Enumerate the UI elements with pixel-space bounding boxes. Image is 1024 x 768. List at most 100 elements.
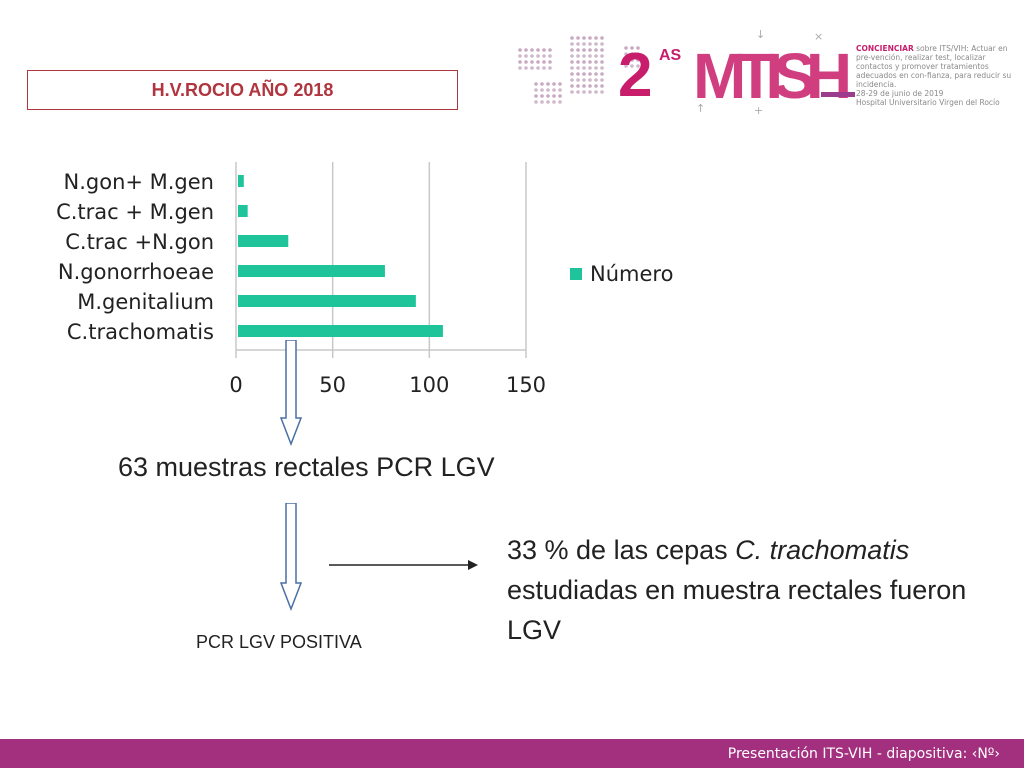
logo-dot	[588, 48, 592, 52]
logo-dot	[518, 54, 522, 58]
logo-dot	[624, 58, 628, 62]
logo-dot	[576, 78, 580, 82]
x-tick-label: 0	[229, 373, 242, 397]
logo-dot	[576, 90, 580, 94]
logo-dot	[558, 94, 562, 98]
result-text: 33 % de las cepas C. trachomatis estudia…	[507, 530, 977, 650]
logo-dot	[534, 82, 538, 86]
logo-dot	[524, 66, 528, 70]
logo-dot	[636, 52, 640, 56]
logo-dot	[524, 60, 528, 64]
logo-dot	[570, 54, 574, 58]
logo-dot	[542, 48, 546, 52]
logo-dot	[588, 72, 592, 76]
logo-dot	[576, 48, 580, 52]
logo-underscore	[821, 92, 855, 97]
logo-dot	[552, 88, 556, 92]
logo-dot	[570, 72, 574, 76]
logo-dot	[594, 48, 598, 52]
logo-dot	[570, 66, 574, 70]
logo-dot	[600, 36, 604, 40]
bar	[238, 265, 385, 277]
logo-dot	[588, 90, 592, 94]
logo-dot	[548, 60, 552, 64]
logo-brand: MTISH	[693, 40, 848, 112]
logo-dot	[518, 48, 522, 52]
logo-dot	[536, 60, 540, 64]
logo-dot	[582, 48, 586, 52]
logo-dot	[636, 46, 640, 50]
logo-dot	[624, 64, 628, 68]
logo-dot	[546, 94, 550, 98]
logo-dot	[534, 94, 538, 98]
footer-text: Presentación ITS-VIH - diapositiva: ‹Nº›	[727, 745, 1000, 762]
logo-dot	[600, 66, 604, 70]
logo-dot	[552, 82, 556, 86]
logo-dot	[534, 88, 538, 92]
logo-dot	[570, 36, 574, 40]
logo-dot	[588, 84, 592, 88]
logo-dot	[594, 42, 598, 46]
logo-dot	[594, 54, 598, 58]
logo-dot	[576, 66, 580, 70]
logo-dot	[624, 46, 628, 50]
logo-dot	[548, 54, 552, 58]
slide-title: H.V.ROCIO AÑO 2018	[151, 79, 334, 100]
logo-dot	[630, 46, 634, 50]
logo-dot	[594, 66, 598, 70]
logo-edition-number: 2	[618, 41, 652, 110]
logo-dot	[576, 84, 580, 88]
y-category-label: C.trachomatis	[67, 320, 214, 344]
result-text-species: C. trachomatis	[735, 535, 910, 565]
logo-dot	[536, 48, 540, 52]
bar	[238, 325, 443, 337]
logo-dot	[540, 100, 544, 104]
logo-dates: 28-29 de junio de 2019	[856, 89, 944, 98]
y-category-label: C.trac + M.gen	[56, 200, 214, 224]
arrow-down-icon: ↓	[756, 28, 765, 41]
logo-dot	[540, 82, 544, 86]
y-category-label: N.gonorrhoeae	[58, 260, 214, 284]
logo-dot	[570, 84, 574, 88]
logo-dot	[548, 66, 552, 70]
logo-venue: Hospital Universitario Virgen del Rocío	[856, 98, 1000, 107]
logo-dot	[582, 42, 586, 46]
logo-dot	[558, 82, 562, 86]
logo-dot	[536, 54, 540, 58]
right-arrow-icon	[329, 560, 478, 570]
y-category-label: M.genitalium	[77, 290, 214, 314]
logo-dot	[552, 100, 556, 104]
x-tick-label: 100	[409, 373, 449, 397]
logo-dot	[636, 58, 640, 62]
logo-dot	[530, 48, 534, 52]
bar	[238, 235, 289, 247]
arrow-up-icon: ↑	[696, 102, 705, 115]
logo-dot	[594, 72, 598, 76]
down-arrow-icon	[280, 340, 302, 446]
x-tick-label: 50	[319, 373, 346, 397]
logo-dot	[624, 52, 628, 56]
logo-dot	[588, 42, 592, 46]
logo-dot	[594, 90, 598, 94]
logo-dot	[540, 94, 544, 98]
logo-dot	[570, 78, 574, 82]
logo-dot	[576, 60, 580, 64]
positive-label: PCR LGV POSITIVA	[196, 632, 362, 652]
logo-dot	[600, 48, 604, 52]
logo-dot	[542, 60, 546, 64]
logo-dot	[530, 54, 534, 58]
result-text-pre: 33 % de las cepas	[507, 535, 736, 565]
logo-dot	[582, 66, 586, 70]
logo-dot	[540, 88, 544, 92]
x-tick-label: 150	[506, 373, 546, 397]
logo-desc-body: sobre ITS/VIH: Actuar en pre-vención, re…	[856, 44, 1012, 89]
dot-grid-decoration	[518, 36, 640, 104]
logo-desc-lead: CONCIENCIAR	[856, 44, 914, 53]
plus-icon: +	[754, 104, 763, 117]
logo-dot	[570, 42, 574, 46]
logo-dot	[600, 78, 604, 82]
logo-dot	[546, 88, 550, 92]
logo-dot	[570, 60, 574, 64]
logo-dot	[582, 54, 586, 58]
down-arrow-icon	[280, 503, 302, 611]
